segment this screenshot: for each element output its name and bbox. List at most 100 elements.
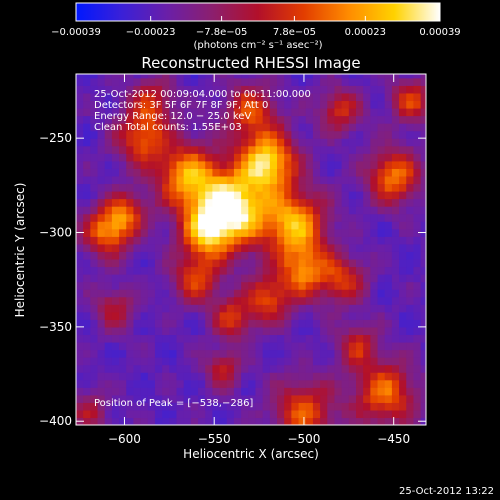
heatmap-cell [162, 417, 170, 425]
heatmap-cell [90, 107, 99, 117]
heatmap-cell [370, 138, 379, 147]
heatmap-cell [126, 243, 135, 252]
heatmap-cell [241, 304, 249, 313]
heatmap-cell [341, 123, 350, 132]
heatmap-cell [413, 160, 422, 169]
heatmap-cell [298, 281, 307, 290]
heatmap-cell [183, 175, 192, 185]
heatmap-cell [119, 123, 127, 132]
heatmap-cell [291, 85, 300, 94]
heatmap-cell [140, 153, 149, 162]
heatmap-cell [133, 175, 142, 185]
heatmap-cell [255, 289, 264, 298]
heatmap-cell [413, 387, 422, 396]
heatmap-cell [399, 289, 407, 298]
heatmap-cell [391, 206, 400, 215]
heatmap-cell [327, 243, 336, 252]
heatmap-cell [198, 387, 206, 396]
heatmap-cell [90, 281, 99, 290]
heatmap-cell [133, 357, 142, 366]
heatmap-cell [255, 349, 264, 358]
heatmap-cell [90, 85, 99, 94]
heatmap-cell [291, 281, 300, 290]
heatmap-cell [291, 175, 300, 185]
heatmap-cell [176, 160, 185, 169]
heatmap-cell [76, 77, 84, 86]
heatmap-cell [226, 130, 235, 139]
heatmap-cell [255, 296, 264, 305]
heatmap-cell [312, 274, 321, 283]
heatmap-cell [248, 107, 257, 117]
heatmap-cell [154, 417, 163, 425]
heatmap-cell [198, 319, 206, 328]
heatmap-cell [126, 138, 135, 147]
heatmap-cell [226, 168, 235, 177]
heatmap-cell [420, 258, 426, 268]
heatmap-cell [140, 236, 149, 245]
heatmap-cell [104, 107, 113, 117]
heatmap-cell [291, 334, 300, 343]
heatmap-cell [90, 266, 99, 275]
heatmap-cell [356, 243, 364, 252]
heatmap-cell [277, 402, 285, 411]
heatmap-cell [334, 281, 343, 290]
heatmap-cell [233, 258, 242, 268]
heatmap-cell [133, 304, 142, 313]
heatmap-cell [154, 206, 163, 215]
heatmap-cell [119, 326, 127, 336]
heatmap-cell [248, 191, 257, 200]
heatmap-cell [384, 334, 393, 343]
heatmap-cell [391, 191, 400, 200]
heatmap-cell [320, 213, 328, 222]
heatmap-cell [284, 221, 292, 230]
heatmap-cell [241, 213, 249, 222]
heatmap-cell [277, 175, 285, 185]
heatmap-cell [255, 160, 264, 169]
heatmap-cell [356, 379, 364, 388]
heatmap-cell [305, 296, 314, 305]
heatmap-cell [255, 402, 264, 411]
heatmap-cell [391, 243, 400, 252]
heatmap-cell [262, 77, 271, 86]
heatmap-cell [241, 100, 249, 109]
heatmap-cell [420, 394, 426, 403]
heatmap-cell [341, 417, 350, 425]
heatmap-cell [83, 183, 91, 192]
heatmap-cell [126, 107, 135, 117]
heatmap-cell [269, 387, 278, 396]
heatmap-cell [298, 85, 307, 94]
heatmap-cell [384, 417, 393, 425]
heatmap-cell [334, 341, 343, 351]
heatmap-cell [226, 243, 235, 252]
heatmap-cell [126, 153, 135, 162]
heatmap-cell [104, 100, 113, 109]
heatmap-cell [133, 236, 142, 245]
heatmap-cell [183, 153, 192, 162]
heatmap-cell [320, 379, 328, 388]
heatmap-cell [76, 183, 84, 192]
heatmap-cell [133, 160, 142, 169]
heatmap-cell [334, 289, 343, 298]
heatmap-cell [356, 258, 364, 268]
colorbar-tick-label: −0.00039 [51, 27, 101, 38]
heatmap-cell [162, 372, 170, 381]
heatmap-cell [83, 274, 91, 283]
heatmap-cell [298, 100, 307, 109]
heatmap-cell [334, 74, 343, 79]
heatmap-cell [277, 319, 285, 328]
heatmap-cell [327, 221, 336, 230]
heatmap-cell [133, 107, 142, 117]
heatmap-cell [413, 228, 422, 237]
heatmap-cell [226, 364, 235, 373]
heatmap-cell [413, 92, 422, 102]
heatmap-cell [162, 326, 170, 336]
heatmap-cell [377, 266, 386, 275]
heatmap-cell [133, 289, 142, 298]
heatmap-cell [312, 349, 321, 358]
heatmap-cell [176, 183, 185, 192]
heatmap-cell [291, 402, 300, 411]
heatmap-cell [126, 334, 135, 343]
heatmap-cell [406, 289, 415, 298]
heatmap-cell [147, 281, 156, 290]
heatmap-cell [104, 274, 113, 283]
